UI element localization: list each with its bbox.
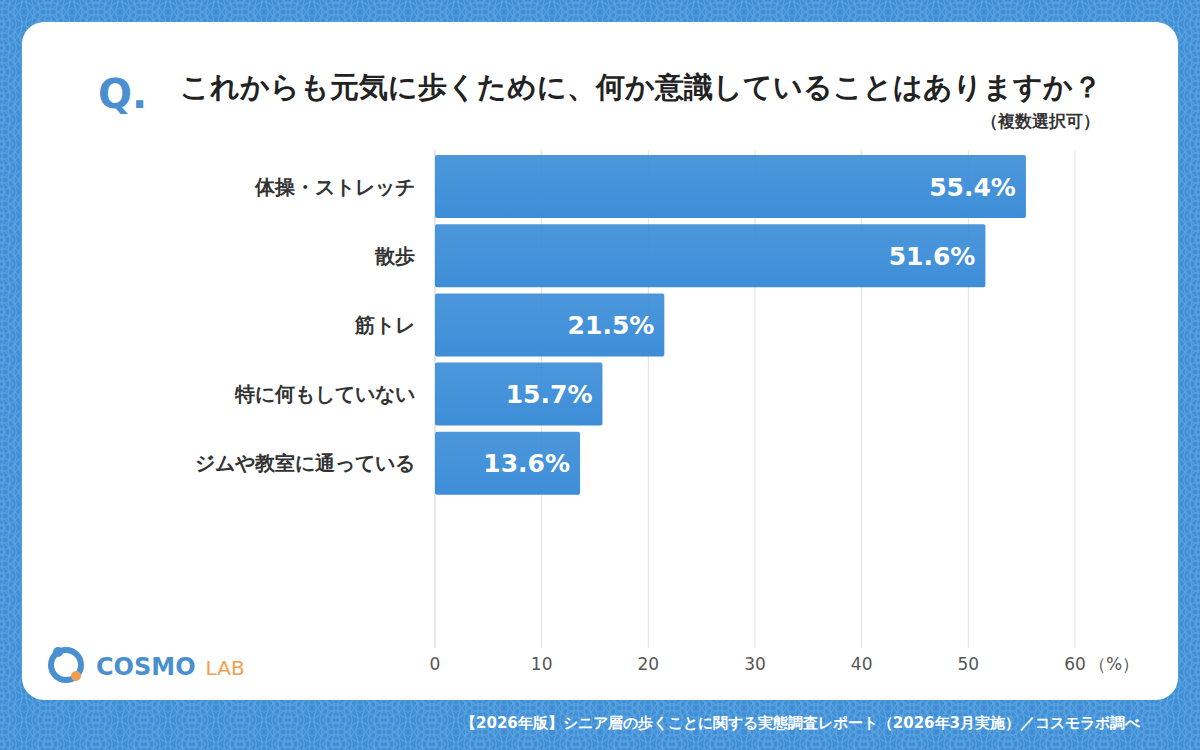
chart-root: Q. これからも元気に歩くために、何か意識していることはありますか？ （複数選択可）… (0, 0, 1200, 750)
category-label: 筋トレ (354, 313, 415, 337)
logo: COSMO LAB (51, 647, 245, 681)
card (22, 22, 1178, 700)
bar (435, 155, 1026, 218)
bar (435, 432, 580, 495)
grid-line (1075, 150, 1076, 648)
tick-label: 0 (430, 654, 441, 674)
grid (435, 150, 1075, 648)
data-label: 21.5% (568, 311, 655, 340)
bar (435, 363, 602, 426)
data-label: 55.4% (929, 173, 1016, 202)
title: これからも元気に歩くために、何か意識していることはありますか？ (180, 70, 1102, 104)
logo-text: COSMO (96, 653, 196, 681)
tick-label: 40 (851, 654, 873, 674)
category-label: 散歩 (374, 244, 415, 268)
tick-label: 10 (531, 654, 553, 674)
data-label: 15.7% (506, 380, 593, 409)
bars (435, 155, 1026, 495)
tick-label: 50 (958, 654, 980, 674)
category-label: 特に何もしていない (234, 382, 415, 406)
category-label: ジムや教室に通っている (195, 451, 415, 475)
bar (435, 293, 664, 356)
data-label: 13.6% (483, 449, 570, 478)
labels: 体操・ストレッチ 55.4% 散歩 51.6% 筋トレ 21.5% 特に何もしていない 15.… (195, 173, 1016, 479)
title-prefix: Q. (98, 71, 147, 117)
logo-icon (53, 647, 63, 657)
tick-label: 20 (638, 654, 660, 674)
axis-title: （%） (1089, 654, 1139, 674)
subtitle: （複数選択可） (981, 111, 1100, 131)
data-label: 51.6% (889, 242, 976, 271)
background (0, 0, 1200, 750)
logo-text: LAB (206, 656, 245, 680)
category-label: 体操・ストレッチ (254, 175, 415, 199)
tick-label: 60 (1064, 654, 1086, 674)
tick-label: 30 (744, 654, 766, 674)
logo-icon (71, 671, 81, 681)
bar (435, 224, 985, 287)
source: 【2026年版】シニア層の歩くことに関する実態調査レポート（2026年3月実施）… (461, 714, 1141, 732)
